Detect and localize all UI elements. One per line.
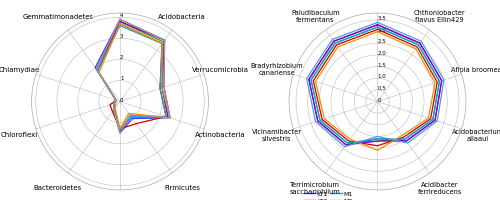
Legend: LT1, LT2, LT3, LT4, M1, M2, PR: LT1, LT2, LT3, LT4, M1, M2, PR [302,188,356,200]
